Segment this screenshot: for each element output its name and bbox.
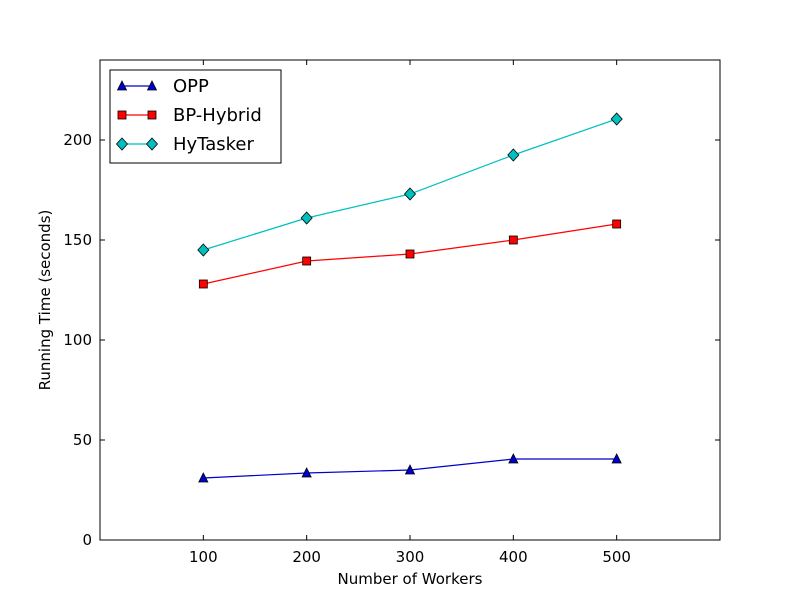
data-point-opp xyxy=(508,453,519,464)
data-point-hytasker xyxy=(300,211,313,225)
legend-label: BP-Hybrid xyxy=(173,105,262,126)
x-axis-label: Number of Workers xyxy=(338,570,483,588)
x-tick-label: 400 xyxy=(499,548,528,566)
legend-entry-opp: OPP xyxy=(116,76,209,97)
legend-marker xyxy=(115,137,129,151)
data-point-bp-hybrid xyxy=(405,249,415,259)
series-layer xyxy=(197,112,623,483)
series-bp-hybrid xyxy=(198,219,622,289)
data-point-bp-hybrid xyxy=(198,279,208,289)
x-tick-label: 500 xyxy=(602,548,631,566)
legend-marker xyxy=(117,110,127,120)
y-tick-label: 200 xyxy=(63,131,92,149)
legend: OPP BP-Hybrid HyTasker xyxy=(109,69,282,164)
series-opp xyxy=(198,453,622,483)
legend-label: HyTasker xyxy=(173,134,254,155)
data-point-bp-hybrid xyxy=(302,256,312,266)
data-point-opp xyxy=(404,464,416,475)
data-point-opp xyxy=(611,453,622,464)
data-point-hytasker xyxy=(507,148,520,162)
legend-marker xyxy=(146,80,158,91)
legend-entry-hytasker: HyTasker xyxy=(115,134,254,155)
data-point-opp xyxy=(301,467,312,478)
y-tick-label: 50 xyxy=(73,431,92,449)
x-tick-label: 100 xyxy=(189,548,218,566)
data-point-hytasker xyxy=(610,112,623,126)
legend-marker xyxy=(147,110,157,120)
y-axis-label: Running Time (seconds) xyxy=(36,210,54,391)
legend-entry-bp-hybrid: BP-Hybrid xyxy=(117,105,262,126)
data-point-opp xyxy=(198,472,209,483)
legend-marker xyxy=(116,80,128,91)
data-point-hytasker xyxy=(197,243,210,257)
legend-label: OPP xyxy=(173,76,209,97)
data-point-hytasker xyxy=(403,187,417,201)
data-point-bp-hybrid xyxy=(612,219,622,229)
data-point-bp-hybrid xyxy=(508,235,518,245)
x-tick-label: 300 xyxy=(396,548,425,566)
axis-ticks: 100 200 300 400 500 0 50 100 150 200 xyxy=(63,60,720,566)
y-tick-label: 150 xyxy=(63,231,92,249)
x-tick-label: 200 xyxy=(292,548,321,566)
y-tick-label: 100 xyxy=(63,331,92,349)
y-tick-label: 0 xyxy=(82,531,92,549)
series-hytasker xyxy=(197,112,623,257)
legend-marker xyxy=(145,137,159,151)
